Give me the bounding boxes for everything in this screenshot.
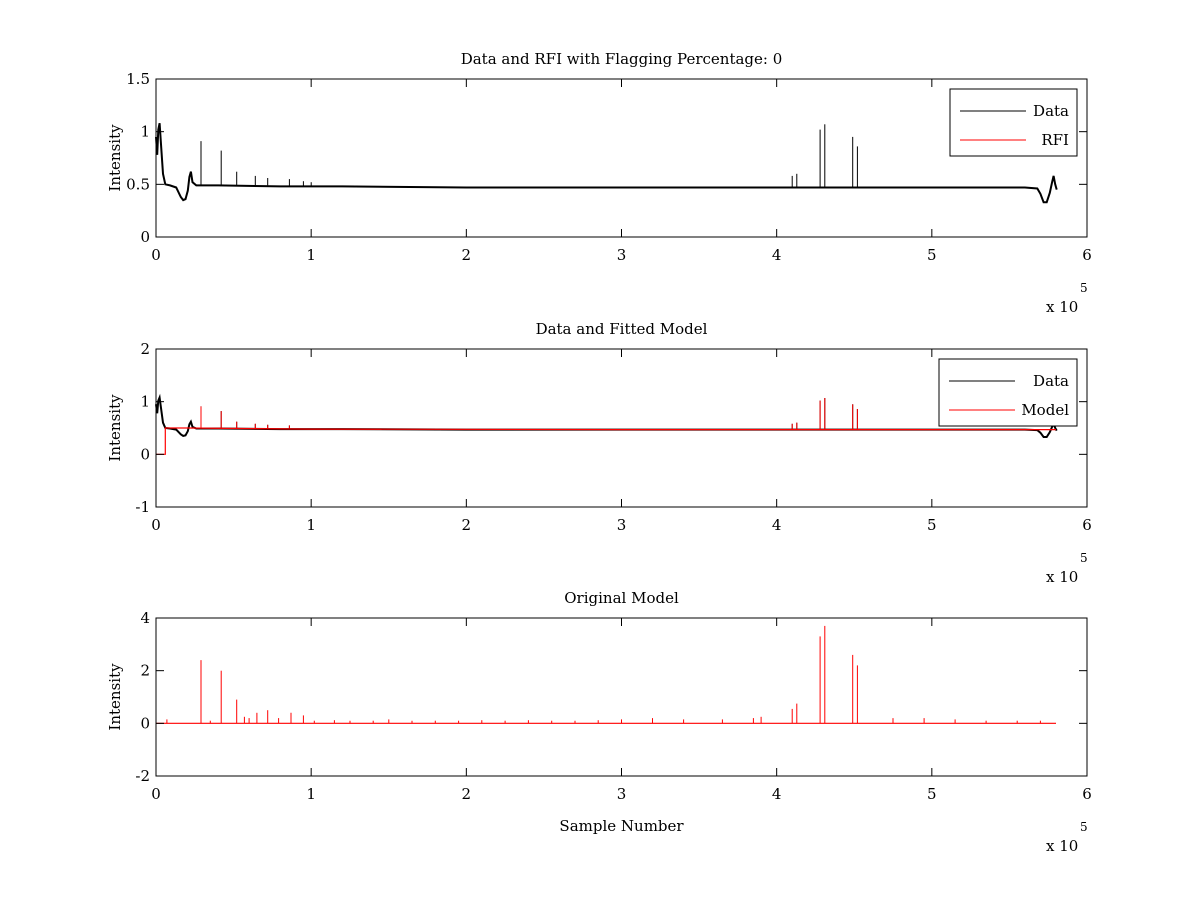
x-axis-label: Sample Number (559, 817, 684, 835)
series-baseline-line (156, 427, 1056, 455)
x-tick-label: 0 (151, 516, 161, 534)
x-tick-label: 5 (927, 516, 937, 534)
x-tick-label: 0 (151, 785, 161, 803)
y-tick-label: -1 (135, 498, 150, 516)
x-tick-label: 4 (772, 246, 782, 264)
y-tick-label: 1 (140, 123, 150, 141)
legend-label-data: Data (1033, 372, 1069, 390)
y-tick-label: 1 (140, 393, 150, 411)
y-axis-label: Intensity (106, 124, 124, 192)
x-tick-label: 1 (306, 246, 316, 264)
legend-box (938, 358, 1078, 427)
x-multiplier-exponent: 5 (1080, 820, 1088, 834)
series-model-2 (156, 625, 1056, 724)
x-multiplier-base: x 10 (1046, 298, 1078, 316)
y-axis-label: Intensity (106, 394, 124, 462)
x-tick-label: 2 (462, 516, 472, 534)
legend: Data RFI (949, 88, 1078, 157)
x-multiplier-base: x 10 (1046, 568, 1078, 586)
series-baseline-line (155, 123, 1058, 204)
y-tick-label: 0 (140, 445, 150, 463)
chart-title: Data and Fitted Model (536, 320, 708, 338)
legend-label-model: Model (1021, 401, 1069, 419)
x-tick-label: 6 (1082, 785, 1092, 803)
series-model-1 (156, 398, 1056, 455)
x-tick-label: 3 (617, 246, 627, 264)
y-tick-label: 2 (140, 340, 150, 358)
x-tick-label: 5 (927, 246, 937, 264)
x-tick-label: 6 (1082, 246, 1092, 264)
chart-title: Data and RFI with Flagging Percentage: 0 (461, 50, 783, 68)
x-tick-label: 4 (772, 516, 782, 534)
x-tick-label: 3 (617, 516, 627, 534)
legend-box (949, 88, 1078, 157)
x-tick-label: 4 (772, 785, 782, 803)
y-tick-label: 0.5 (126, 175, 150, 193)
x-tick-label: 5 (927, 785, 937, 803)
x-tick-label: 6 (1082, 516, 1092, 534)
y-tick-label: -2 (135, 767, 150, 785)
y-tick-label: 4 (140, 609, 150, 627)
x-multiplier-exponent: 5 (1080, 551, 1088, 565)
legend: Data Model (938, 358, 1078, 427)
x-tick-label: 0 (151, 246, 161, 264)
y-tick-label: 0 (140, 714, 150, 732)
x-tick-label: 2 (462, 246, 472, 264)
x-tick-label: 1 (306, 785, 316, 803)
y-tick-label: 1.5 (126, 70, 150, 88)
x-tick-label: 3 (617, 785, 627, 803)
x-tick-label: 2 (462, 785, 472, 803)
x-tick-label: 1 (306, 516, 316, 534)
x-multiplier-exponent: 5 (1080, 281, 1088, 295)
x-multiplier-base: x 10 (1046, 837, 1078, 855)
series-data-0 (155, 123, 1058, 204)
subplot-data-and-rfi: 0 1 2 3 4 5 6 0 0.5 1 1.5 Data and RFI with Flaggin… (106, 50, 1092, 316)
y-tick-label: 0 (140, 228, 150, 246)
y-tick-label: 2 (140, 662, 150, 680)
chart-title: Original Model (564, 589, 679, 607)
y-axis-label: Intensity (106, 663, 124, 731)
legend-label-rfi: RFI (1041, 131, 1069, 149)
legend-label-data: Data (1033, 102, 1069, 120)
